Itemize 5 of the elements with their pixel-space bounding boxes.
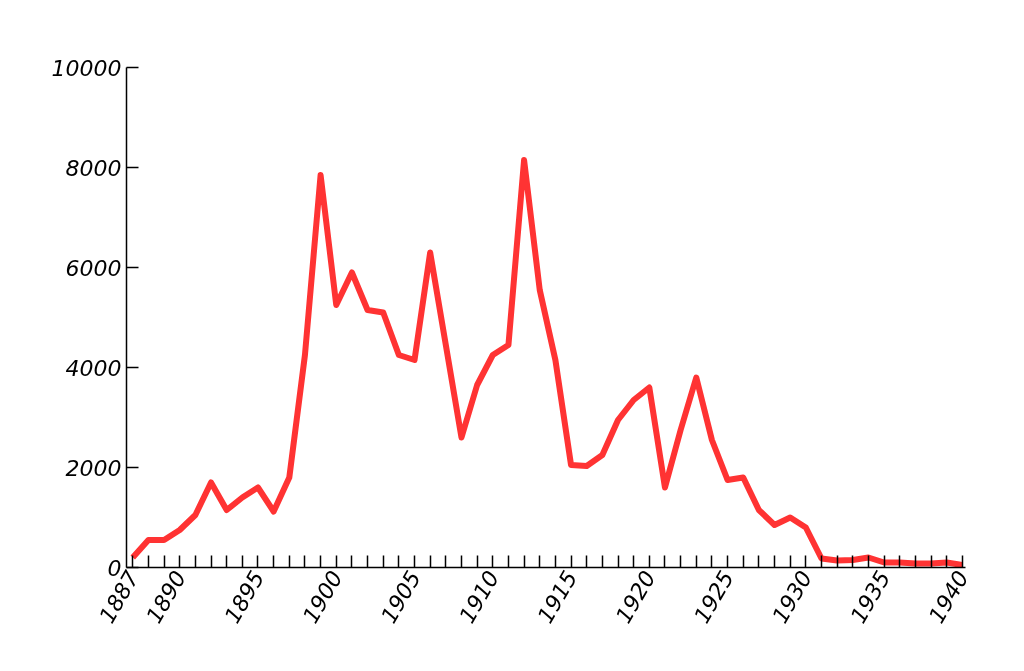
y-tick-label: 10000 <box>51 55 122 81</box>
y-tick-label: 2000 <box>65 455 122 481</box>
y-tick-label: 4000 <box>65 355 122 381</box>
y-tick-label: 6000 <box>65 255 122 281</box>
y-tick-label: 8000 <box>65 155 122 181</box>
